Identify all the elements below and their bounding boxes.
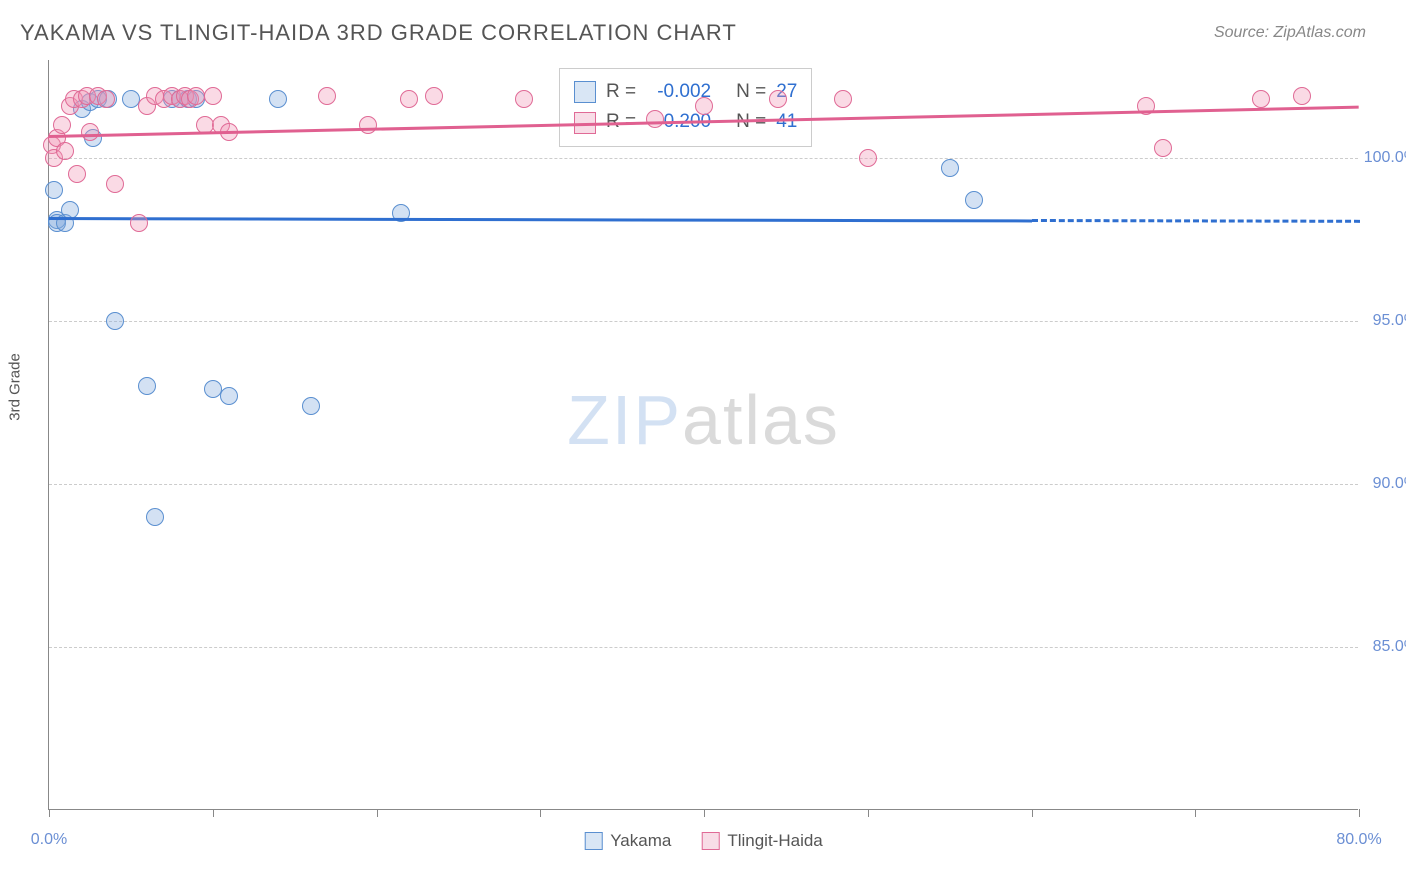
data-point [302,397,320,415]
trend-line [49,217,1032,222]
legend-n-value: 41 [776,107,797,137]
gridline-h [49,158,1358,159]
data-point [859,149,877,167]
data-point [204,87,222,105]
legend-swatch [574,81,596,103]
data-point [106,175,124,193]
legend-label: Tlingit-Haida [727,831,822,851]
data-point [515,90,533,108]
data-point [45,181,63,199]
legend-n-label: N = [736,107,766,137]
x-tick [213,809,214,817]
y-tick-label: 100.0% [1364,149,1406,167]
y-tick-label: 85.0% [1373,638,1406,656]
gridline-h [49,647,1358,648]
data-point [1293,87,1311,105]
data-point [220,387,238,405]
chart-header: YAKAMA VS TLINGIT-HAIDA 3RD GRADE CORREL… [0,0,1406,56]
gridline-h [49,484,1358,485]
data-point [646,110,664,128]
data-point [56,142,74,160]
legend-n-label: N = [736,77,766,107]
legend-swatch [701,832,719,850]
data-point [122,90,140,108]
data-point [269,90,287,108]
scatter-chart: ZIPatlas R =-0.002N =27R = 0.200N =41 Ya… [48,60,1358,810]
gridline-h [49,321,1358,322]
legend-row: R =-0.002N =27 [574,77,797,107]
chart-title: YAKAMA VS TLINGIT-HAIDA 3RD GRADE CORREL… [20,20,737,46]
x-tick-label: 0.0% [31,831,67,849]
x-tick [1195,809,1196,817]
watermark: ZIPatlas [567,380,840,460]
data-point [130,214,148,232]
bottom-legend-item: Tlingit-Haida [701,831,822,851]
data-point [941,159,959,177]
data-point [769,90,787,108]
x-tick [49,809,50,817]
data-point [81,123,99,141]
x-tick-label: 80.0% [1336,831,1381,849]
watermark-part2: atlas [682,381,840,459]
data-point [97,90,115,108]
data-point [146,508,164,526]
data-point [695,97,713,115]
legend-r-label: R = [606,77,636,107]
data-point [1252,90,1270,108]
x-tick [1359,809,1360,817]
data-point [400,90,418,108]
x-tick [1032,809,1033,817]
data-point [187,87,205,105]
data-point [53,116,71,134]
x-tick [868,809,869,817]
x-tick [540,809,541,817]
data-point [318,87,336,105]
data-point [834,90,852,108]
watermark-part1: ZIP [567,381,682,459]
legend-label: Yakama [610,831,671,851]
x-tick [377,809,378,817]
y-tick-label: 95.0% [1373,312,1406,330]
trend-line-dashed [1031,219,1359,223]
data-point [204,380,222,398]
source-attribution: Source: ZipAtlas.com [1214,24,1366,42]
data-point [1154,139,1172,157]
legend-swatch [584,832,602,850]
y-axis-label: 3rd Grade [7,353,24,421]
data-point [106,312,124,330]
x-tick [704,809,705,817]
data-point [359,116,377,134]
data-point [138,377,156,395]
data-point [965,191,983,209]
data-point [68,165,86,183]
series-legend: Yakama Tlingit-Haida [584,831,823,851]
y-tick-label: 90.0% [1373,475,1406,493]
data-point [425,87,443,105]
bottom-legend-item: Yakama [584,831,671,851]
